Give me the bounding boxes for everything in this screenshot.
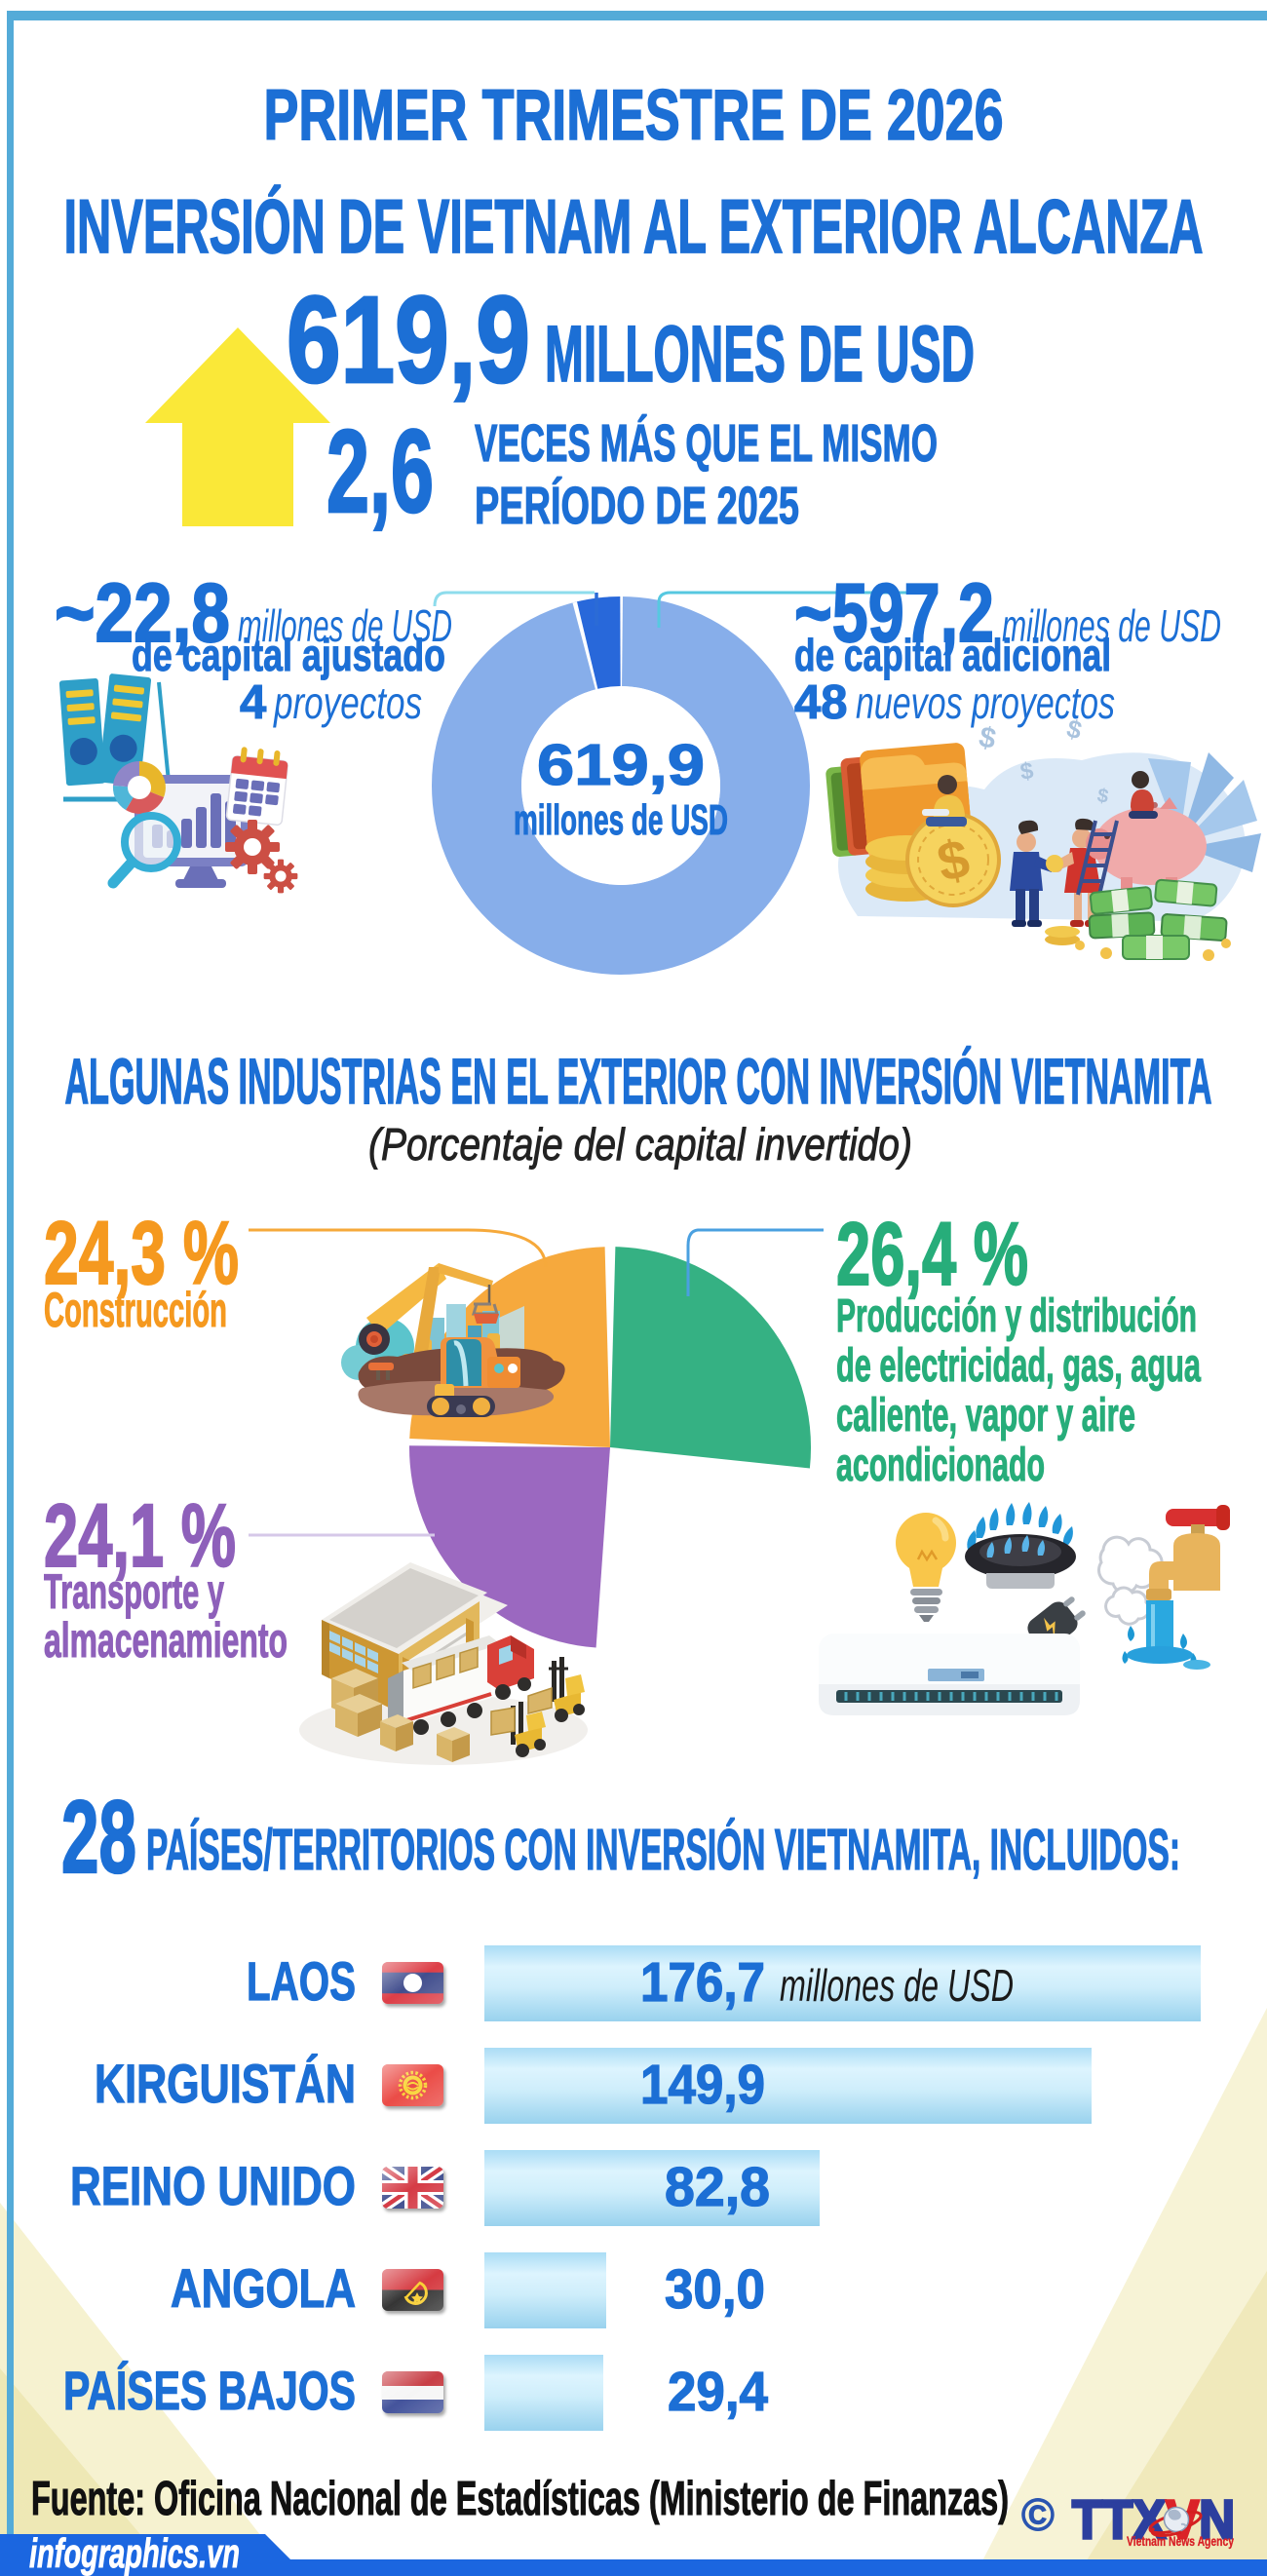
svg-text:REINO UNIDO: REINO UNIDO (70, 2155, 356, 2216)
svg-text:619,9: 619,9 (287, 271, 530, 408)
svg-text:caliente, vapor y aire: caliente, vapor y aire (836, 1390, 1135, 1442)
svg-text:LAOS: LAOS (247, 1950, 356, 2012)
svg-text:26,4 %: 26,4 % (836, 1205, 1028, 1304)
svg-text:149,9: 149,9 (640, 2054, 765, 2116)
svg-text:millones de USD: millones de USD (238, 600, 452, 651)
svg-text:~22,8: ~22,8 (55, 567, 230, 660)
svg-text:PRIMER TRIMESTRE DE 2026: PRIMER TRIMESTRE DE 2026 (264, 76, 1004, 155)
svg-text:de capital adicional: de capital adicional (794, 630, 1111, 680)
svg-text:de capital ajustado: de capital ajustado (132, 630, 445, 680)
svg-text:82,8: 82,8 (665, 2156, 770, 2218)
svg-text:millones de USD: millones de USD (780, 1960, 1014, 2011)
svg-text:ANGOLA: ANGOLA (171, 2257, 356, 2319)
svg-text:Vietnam News Agency: Vietnam News Agency (1127, 2534, 1234, 2549)
svg-text:MILLONES DE USD: MILLONES DE USD (545, 310, 975, 399)
svg-text:~597,2: ~597,2 (794, 567, 994, 660)
svg-text:ALGUNAS INDUSTRIAS EN EL EXTER: ALGUNAS INDUSTRIAS EN EL EXTERIOR CON IN… (65, 1045, 1212, 1117)
svg-text:acondicionado: acondicionado (836, 1440, 1045, 1491)
svg-text:Fuente: Oficina Nacional de Es: Fuente: Oficina Nacional de Estadísticas… (31, 2473, 1009, 2525)
svg-text:de electricidad, gas, agua: de electricidad, gas, agua (836, 1340, 1201, 1392)
svg-text:24,3 %: 24,3 % (44, 1204, 239, 1303)
svg-text:(Porcentaje del capital invert: (Porcentaje del capital invertido) (368, 1119, 912, 1170)
svg-text:©: © (1021, 2489, 1055, 2540)
svg-text:2,6: 2,6 (326, 404, 434, 537)
svg-text:PAÍSES/TERRITORIOS CON INVERSI: PAÍSES/TERRITORIOS CON INVERSIÓN VIETNAM… (146, 1818, 1180, 1882)
svg-text:nuevos proyectos: nuevos proyectos (856, 677, 1115, 728)
svg-text:almacenamiento: almacenamiento (44, 1613, 288, 1668)
svg-text:28: 28 (61, 1780, 136, 1895)
svg-text:$: $ (1095, 785, 1110, 808)
svg-text:$: $ (977, 721, 999, 756)
svg-text:Construcción: Construcción (44, 1283, 227, 1337)
svg-text:VECES MÁS QUE EL MISMO: VECES MÁS QUE EL MISMO (475, 414, 938, 473)
svg-text:4: 4 (240, 676, 266, 729)
svg-text:millones de USD: millones de USD (1002, 600, 1221, 651)
svg-text:24,1 %: 24,1 % (44, 1486, 236, 1586)
svg-text:48: 48 (794, 676, 848, 729)
svg-text:proyectos: proyectos (272, 677, 422, 728)
svg-text:Producción y distribución: Producción y distribución (836, 1290, 1197, 1342)
svg-text:619,9: 619,9 (537, 733, 705, 797)
svg-text:176,7: 176,7 (640, 1951, 765, 2014)
svg-text:Transporte y: Transporte y (44, 1564, 224, 1619)
svg-text:30,0: 30,0 (665, 2258, 765, 2321)
svg-text:infographics.vn: infographics.vn (29, 2530, 240, 2576)
svg-text:PAÍSES BAJOS: PAÍSES BAJOS (63, 2360, 356, 2421)
svg-text:$: $ (1018, 757, 1036, 786)
svg-text:INVERSIÓN DE VIETNAM AL EXTERI: INVERSIÓN DE VIETNAM AL EXTERIOR ALCANZA (64, 183, 1204, 269)
svg-text:KIRGUISTÁN: KIRGUISTÁN (95, 2053, 356, 2114)
svg-text:29,4: 29,4 (668, 2361, 768, 2423)
svg-text:millones de USD: millones de USD (514, 796, 728, 844)
svg-text:PERÍODO DE 2025: PERÍODO DE 2025 (475, 477, 799, 535)
